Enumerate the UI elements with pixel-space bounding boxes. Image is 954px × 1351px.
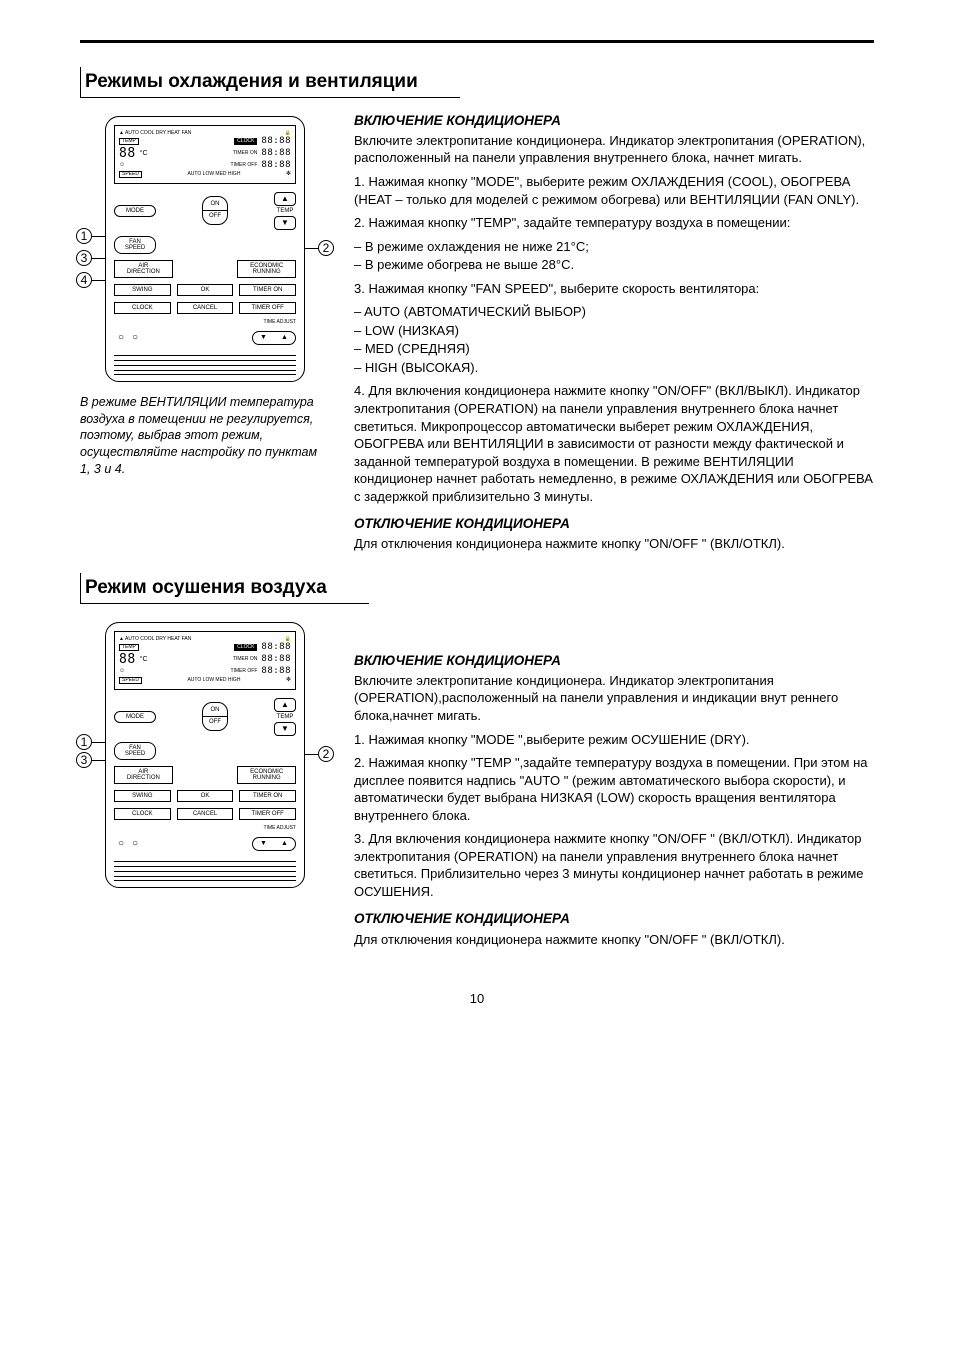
- s2-sub2-text: Для отключения кондиционера нажмите кноп…: [354, 931, 874, 949]
- s1-step2-b: – В режиме обогрева не выше 28°С.: [354, 256, 874, 274]
- s1-sub2-text: Для отключения кондиционера нажмите кноп…: [354, 535, 874, 553]
- remote-diagram-1: 1 2 3 4 ▲ AUTO COOL DRY HEAT FAN 🔒: [80, 116, 330, 382]
- economic-button[interactable]: ECONOMIC RUNNING: [237, 766, 296, 784]
- s1-step3-a: – AUTO (АВТОМАТИЧЕСКИЙ ВЫБОР): [354, 303, 874, 321]
- section2-columns: 1 2 3 ▲ AUTO COOL DRY HEAT FAN 🔒 TEMP: [80, 618, 874, 955]
- s2-sub2-title: ОТКЛЮЧЕНИЕ КОНДИЦИОНЕРА: [354, 910, 874, 928]
- temp-label: TEMP: [277, 208, 294, 214]
- clock-button[interactable]: CLOCK: [114, 808, 171, 820]
- section1-left: 1 2 3 4 ▲ AUTO COOL DRY HEAT FAN 🔒: [80, 112, 330, 559]
- lcd-2: ▲ AUTO COOL DRY HEAT FAN 🔒 TEMP CLOCK 88…: [114, 631, 296, 690]
- emitter-dots: ○○: [114, 331, 142, 345]
- s2-step3: 3. Для включения кондиционера нажмите кн…: [354, 830, 874, 900]
- temp-up-button[interactable]: ▲: [274, 192, 296, 206]
- fan-speed-button[interactable]: FAN SPEED: [114, 742, 156, 760]
- remote-control-2: ▲ AUTO COOL DRY HEAT FAN 🔒 TEMP CLOCK 88…: [105, 622, 305, 888]
- ok-button[interactable]: OK: [177, 284, 234, 296]
- timer-on-button[interactable]: TIMER ON: [239, 284, 296, 296]
- lcd-clock-val: 88:88: [261, 137, 291, 146]
- swing-button[interactable]: SWING: [114, 284, 171, 296]
- s2-step1: 1. Нажимая кнопку "MODE ",выберите режим…: [354, 731, 874, 749]
- section1-heading: Режимы охлаждения и вентиляции: [80, 67, 874, 98]
- s1-step3-b: – LOW (НИЗКАЯ): [354, 322, 874, 340]
- lcd-speed-box: SPEED: [119, 171, 142, 178]
- callout-1: 1: [76, 228, 92, 244]
- s1-step1: 1. Нажимая кнопку "MODE", выберите режим…: [354, 173, 874, 208]
- section1-caption: В режиме ВЕНТИЛЯЦИИ температура воздуха …: [80, 394, 330, 478]
- page-number: 10: [80, 990, 874, 1008]
- section1-title: Режимы охлаждения и вентиляции: [80, 67, 430, 98]
- s2-sub1-title: ВКЛЮЧЕНИЕ КОНДИЦИОНЕРА: [354, 652, 874, 670]
- ok-button[interactable]: OK: [177, 790, 234, 802]
- callout-1b: 1: [76, 734, 92, 750]
- s2-sub1-intro: Включите электропитание кондиционера. Ин…: [354, 672, 874, 725]
- temp-up-button[interactable]: ▲: [274, 698, 296, 712]
- on-off-button[interactable]: ON OFF: [202, 702, 228, 731]
- lcd-mode-row: ▲ AUTO COOL DRY HEAT FAN: [119, 131, 191, 136]
- s1-step2-lead: 2. Нажимая кнопку "TEMP", задайте темпер…: [354, 214, 874, 232]
- face-icon: ☺: [119, 162, 125, 168]
- economic-button[interactable]: ECONOMIC RUNNING: [237, 260, 296, 278]
- on-off-button[interactable]: ON OFF: [202, 196, 228, 225]
- time-adjust-label: TIME ADJUST: [114, 320, 296, 325]
- face-icon: ☺: [119, 668, 125, 674]
- callout-3: 3: [76, 250, 92, 266]
- fan-speed-button[interactable]: FAN SPEED: [114, 236, 156, 254]
- timer-on-button[interactable]: TIMER ON: [239, 790, 296, 802]
- section2-right: ВКЛЮЧЕНИЕ КОНДИЦИОНЕРА Включите электроп…: [354, 618, 874, 955]
- top-rule: [80, 40, 874, 43]
- timer-off-button[interactable]: TIMER OFF: [239, 302, 296, 314]
- cancel-button[interactable]: CANCEL: [177, 302, 234, 314]
- lcd-clock-box: CLOCK: [234, 138, 257, 145]
- section1-right: ВКЛЮЧЕНИЕ КОНДИЦИОНЕРА Включите электроп…: [354, 112, 874, 559]
- remote-diagram-2: 1 2 3 ▲ AUTO COOL DRY HEAT FAN 🔒 TEMP: [80, 622, 330, 888]
- time-adjust-button[interactable]: ▼▲: [252, 331, 296, 345]
- lock-icon: 🔒: [285, 637, 291, 642]
- s1-step3-lead: 3. Нажимая кнопку "FAN SPEED", выберите …: [354, 280, 874, 298]
- lcd-deg: °C: [140, 150, 148, 157]
- lcd: ▲ AUTO COOL DRY HEAT FAN 🔒 TEMP CLOCK 88…: [114, 125, 296, 184]
- air-direction-button[interactable]: AIR DIRECTION: [114, 766, 173, 784]
- s1-sub2-title: ОТКЛЮЧЕНИЕ КОНДИЦИОНЕРА: [354, 515, 874, 533]
- callout-3b: 3: [76, 752, 92, 768]
- callout-2: 2: [318, 240, 334, 256]
- timer-off-button[interactable]: TIMER OFF: [239, 808, 296, 820]
- lcd-timeron-val: 88:88: [261, 149, 291, 158]
- temp-down-button[interactable]: ▼: [274, 722, 296, 736]
- s1-sub1-title: ВКЛЮЧЕНИЕ КОНДИЦИОНЕРА: [354, 112, 874, 130]
- section2-left: 1 2 3 ▲ AUTO COOL DRY HEAT FAN 🔒 TEMP: [80, 618, 330, 955]
- fan-icon: ✻: [286, 171, 291, 177]
- temp-down-button[interactable]: ▼: [274, 216, 296, 230]
- s1-sub1-intro: Включите электропитание кондиционера. Ин…: [354, 132, 874, 167]
- s1-step3-d: – HIGH (ВЫСОКАЯ).: [354, 359, 874, 377]
- mode-button[interactable]: MODE: [114, 205, 156, 217]
- mode-button[interactable]: MODE: [114, 711, 156, 723]
- s1-step4: 4. Для включения кондиционера нажмите кн…: [354, 382, 874, 505]
- section2-title: Режим осушения воздуха: [80, 573, 339, 604]
- lock-icon: 🔒: [285, 131, 291, 136]
- callout-2b: 2: [318, 746, 334, 762]
- lcd-timeroff-val: 88:88: [261, 161, 291, 170]
- callout-4: 4: [76, 272, 92, 288]
- time-adjust-button[interactable]: ▼▲: [252, 837, 296, 851]
- s2-step2: 2. Нажимая кнопку "TEMP ",задайте темпер…: [354, 754, 874, 824]
- lcd-speed-row: AUTO LOW MED HIGH: [187, 172, 240, 177]
- s1-step3-c: – MED (СРЕДНЯЯ): [354, 340, 874, 358]
- fan-icon: ✻: [286, 677, 291, 683]
- lcd-temp-box: TEMP: [119, 138, 139, 145]
- vents: [114, 355, 296, 375]
- remote-control: ▲ AUTO COOL DRY HEAT FAN 🔒 TEMP CLOCK 88…: [105, 116, 305, 382]
- section2-heading: Режим осушения воздуха: [80, 573, 874, 604]
- swing-button[interactable]: SWING: [114, 790, 171, 802]
- clock-button[interactable]: CLOCK: [114, 302, 171, 314]
- s1-step2-a: – В режиме охлаждения не ниже 21°С;: [354, 238, 874, 256]
- lcd-timeron-lbl: TIMER ON: [233, 151, 257, 156]
- cancel-button[interactable]: CANCEL: [177, 808, 234, 820]
- lcd-temp-digits: 88: [119, 147, 136, 160]
- section1-columns: 1 2 3 4 ▲ AUTO COOL DRY HEAT FAN 🔒: [80, 112, 874, 559]
- air-direction-button[interactable]: AIR DIRECTION: [114, 260, 173, 278]
- lcd-timeroff-lbl: TIMER OFF: [230, 163, 257, 168]
